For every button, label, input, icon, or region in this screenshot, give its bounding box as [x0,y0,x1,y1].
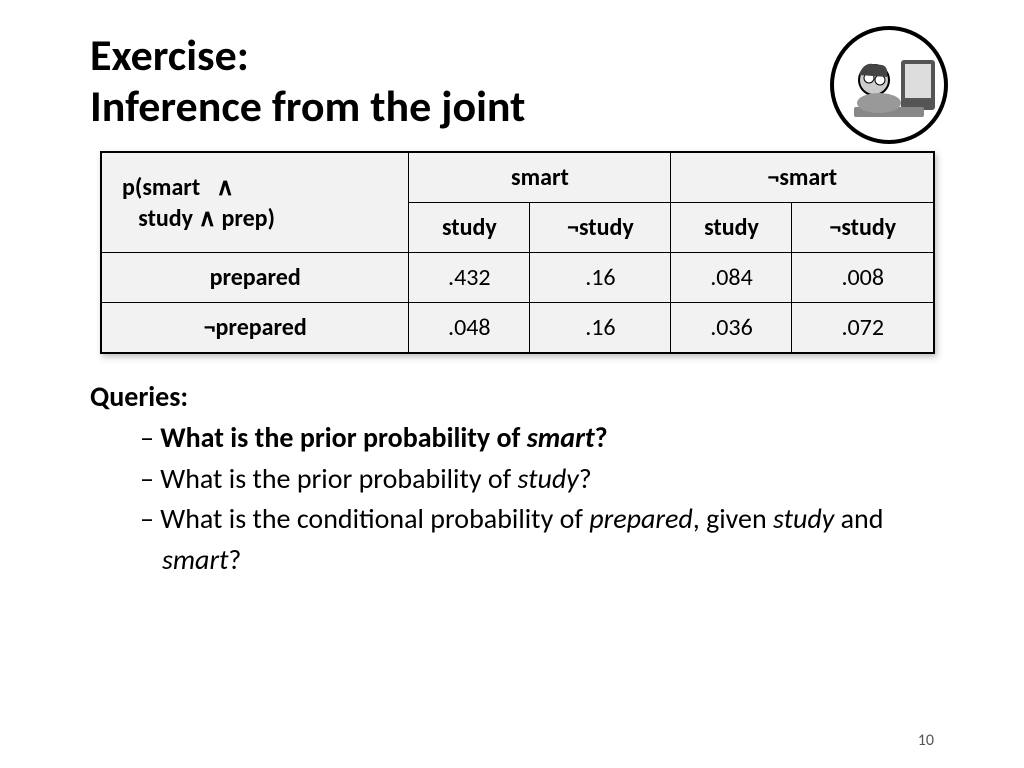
sub-header: ¬study [792,203,934,253]
cell: .048 [409,303,530,354]
cell: .072 [792,303,934,354]
cell: .084 [671,253,792,303]
row-label: ¬prepared [101,303,409,354]
corner-illustration [829,25,949,145]
joint-probability-table: p(smart ∧ study ∧ prep) smart ¬smart stu… [100,151,935,354]
cell: .16 [530,303,671,354]
cell: .432 [409,253,530,303]
row-label: prepared [101,253,409,303]
sub-header: study [409,203,530,253]
col-header-not-smart: ¬smart [671,152,934,203]
table-corner-cell: p(smart ∧ study ∧ prep) [101,152,409,253]
table-row: prepared .432 .16 .084 .008 [101,253,934,303]
query-item: What is the prior probability of study? [140,459,944,500]
title-line2: Inference from the joint [90,79,525,133]
sub-header: study [671,203,792,253]
queries-list: What is the prior probability of smart? … [140,418,944,580]
cell: .036 [671,303,792,354]
cell: .16 [530,253,671,303]
title-line1: Exercise: [90,28,249,82]
page-number: 10 [918,731,934,750]
query-item: What is the conditional probability of p… [140,499,944,580]
cell: .008 [792,253,934,303]
col-header-smart: smart [409,152,671,203]
sub-header: ¬study [530,203,671,253]
query-item: What is the prior probability of smart? [140,418,944,459]
queries-heading: Queries: [90,379,944,414]
table-row: ¬prepared .048 .16 .036 .072 [101,303,934,354]
slide-title: Exercise: Inference from the joint [90,30,944,131]
